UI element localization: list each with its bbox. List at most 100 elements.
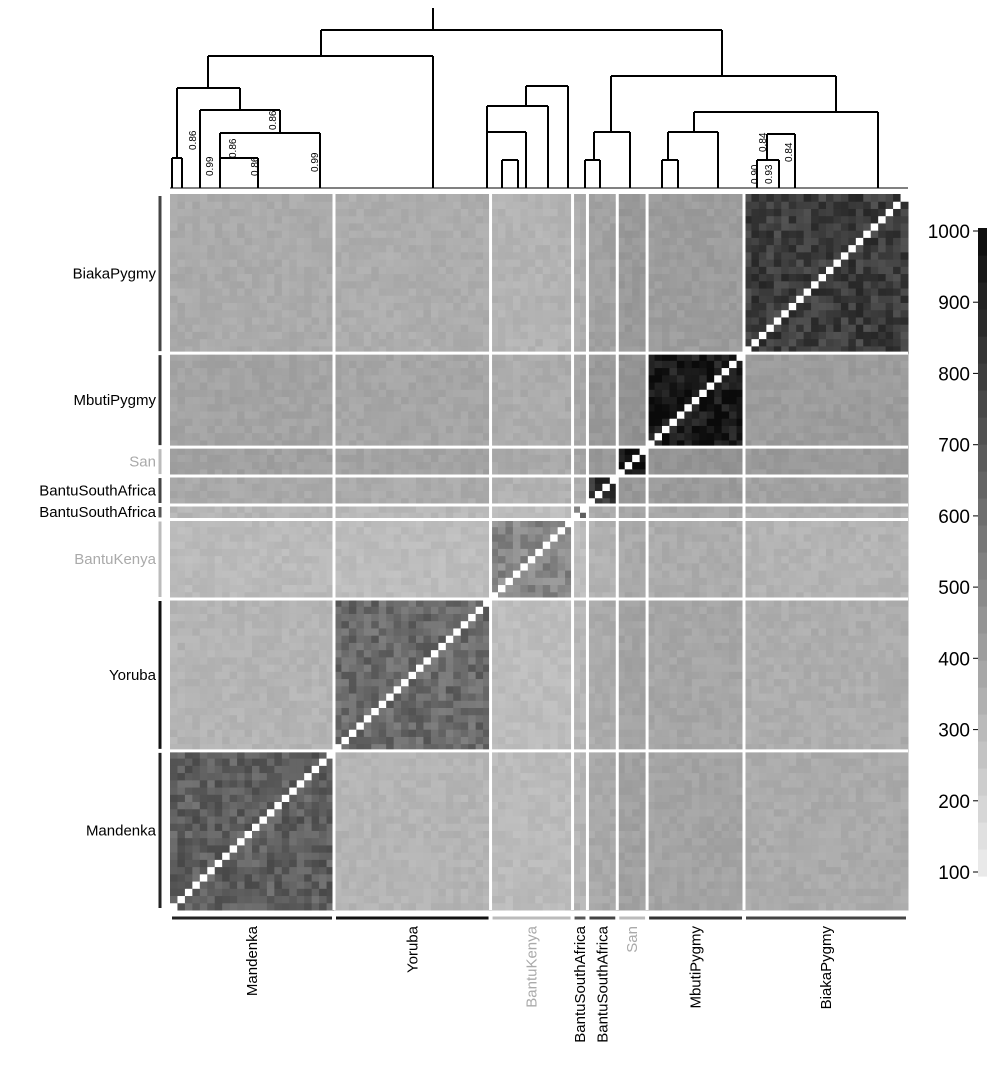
heatmap-cell bbox=[781, 815, 790, 824]
heatmap-cell bbox=[416, 888, 424, 897]
heatmap-cell bbox=[401, 808, 410, 817]
heatmap-cell bbox=[684, 873, 693, 882]
heatmap-cell bbox=[378, 671, 387, 680]
heatmap-cell bbox=[848, 823, 857, 831]
heatmap-cell bbox=[229, 895, 238, 904]
heatmap-cell bbox=[430, 577, 439, 586]
heatmap-cell bbox=[192, 743, 201, 752]
heatmap-cell bbox=[363, 801, 372, 810]
heatmap-cell bbox=[594, 584, 603, 593]
heatmap-cell bbox=[691, 721, 700, 730]
heatmap-cell bbox=[192, 562, 201, 571]
heatmap-cell bbox=[289, 772, 298, 781]
heatmap-cell bbox=[826, 801, 834, 810]
heatmap-cell bbox=[550, 671, 559, 680]
heatmap-cell bbox=[341, 823, 350, 831]
heatmap-cell bbox=[714, 664, 723, 672]
heatmap-cell bbox=[498, 570, 506, 578]
heatmap-cell bbox=[729, 779, 738, 788]
heatmap-cell bbox=[170, 562, 178, 571]
heatmap-cell bbox=[229, 765, 238, 774]
heatmap-cell bbox=[684, 678, 693, 687]
heatmap-cell bbox=[550, 620, 559, 629]
heatmap-cell bbox=[199, 606, 208, 614]
heatmap-cell bbox=[602, 844, 611, 853]
heatmap-cell bbox=[594, 772, 603, 781]
heatmap-cell bbox=[266, 743, 275, 752]
heatmap-cell bbox=[468, 902, 477, 911]
heatmap-cell bbox=[177, 765, 186, 774]
heatmap-cell bbox=[229, 823, 238, 831]
heatmap-cell bbox=[751, 656, 760, 665]
heatmap-cell bbox=[334, 649, 342, 658]
heatmap-cell bbox=[348, 685, 357, 694]
heatmap-cell bbox=[818, 635, 827, 643]
heatmap-cell bbox=[870, 627, 879, 636]
heatmap-cell bbox=[699, 555, 708, 564]
heatmap-cell bbox=[893, 584, 902, 593]
heatmap-cell bbox=[662, 787, 670, 795]
heatmap-cell bbox=[498, 750, 506, 759]
heatmap-cell bbox=[341, 591, 350, 600]
heatmap-cell bbox=[401, 606, 410, 614]
heatmap-cell bbox=[430, 888, 439, 897]
heatmap-cell bbox=[281, 642, 290, 651]
heatmap-cell bbox=[438, 765, 447, 774]
heatmap-cell bbox=[416, 895, 424, 904]
heatmap-cell bbox=[751, 852, 760, 860]
heatmap-cell bbox=[654, 555, 663, 564]
heatmap-cell bbox=[184, 823, 193, 831]
heatmap-cell bbox=[319, 541, 328, 549]
heatmap-cell bbox=[699, 714, 708, 723]
heatmap-cell bbox=[744, 562, 752, 571]
heatmap-cell bbox=[244, 591, 253, 600]
heatmap-cell bbox=[438, 700, 447, 708]
heatmap-cell bbox=[199, 729, 208, 737]
heatmap-cell bbox=[244, 794, 253, 803]
heatmap-cell bbox=[766, 859, 775, 868]
heatmap-cell bbox=[848, 707, 857, 716]
heatmap-cell bbox=[430, 873, 439, 882]
heatmap-cell bbox=[453, 758, 462, 766]
heatmap-cell bbox=[505, 808, 514, 817]
heatmap-cell bbox=[632, 902, 641, 911]
heatmap-cell bbox=[468, 693, 477, 701]
heatmap-cell bbox=[214, 555, 223, 564]
heatmap-cell bbox=[900, 729, 909, 737]
heatmap-cell bbox=[863, 700, 872, 708]
heatmap-cell bbox=[647, 642, 656, 651]
heatmap-cell bbox=[676, 714, 685, 723]
heatmap-cell bbox=[587, 765, 596, 774]
heatmap-cell bbox=[885, 642, 894, 651]
heatmap-cell bbox=[878, 750, 887, 759]
heatmap-cell bbox=[609, 830, 618, 839]
heatmap-cell bbox=[662, 721, 670, 730]
heatmap-cell bbox=[609, 779, 618, 788]
heatmap-cell bbox=[490, 859, 499, 868]
heatmap-cell bbox=[244, 693, 253, 701]
heatmap-cell bbox=[602, 671, 611, 680]
heatmap-cell bbox=[408, 577, 417, 586]
heatmap-cell bbox=[565, 584, 574, 593]
heatmap-cell bbox=[490, 584, 499, 593]
heatmap-cell bbox=[483, 736, 492, 745]
heatmap-cell bbox=[885, 620, 894, 629]
heatmap-cell bbox=[788, 881, 797, 889]
heatmap-cell bbox=[237, 570, 246, 578]
heatmap-cell bbox=[460, 591, 469, 600]
heatmap-cell bbox=[811, 823, 820, 831]
heatmap-cell bbox=[565, 873, 574, 882]
heatmap-cell bbox=[684, 881, 693, 889]
heatmap-cell bbox=[259, 837, 268, 846]
heatmap-cell bbox=[408, 736, 417, 745]
heatmap-cell bbox=[319, 671, 328, 680]
heatmap-cell bbox=[289, 627, 298, 636]
heatmap-cell bbox=[893, 888, 902, 897]
heatmap-cell bbox=[632, 895, 641, 904]
heatmap-cell bbox=[654, 815, 663, 824]
heatmap-cell bbox=[706, 729, 715, 737]
heatmap-cell bbox=[744, 750, 752, 759]
heatmap-cell bbox=[371, 671, 380, 680]
heatmap-cell bbox=[289, 779, 298, 788]
heatmap-cell bbox=[893, 844, 902, 853]
